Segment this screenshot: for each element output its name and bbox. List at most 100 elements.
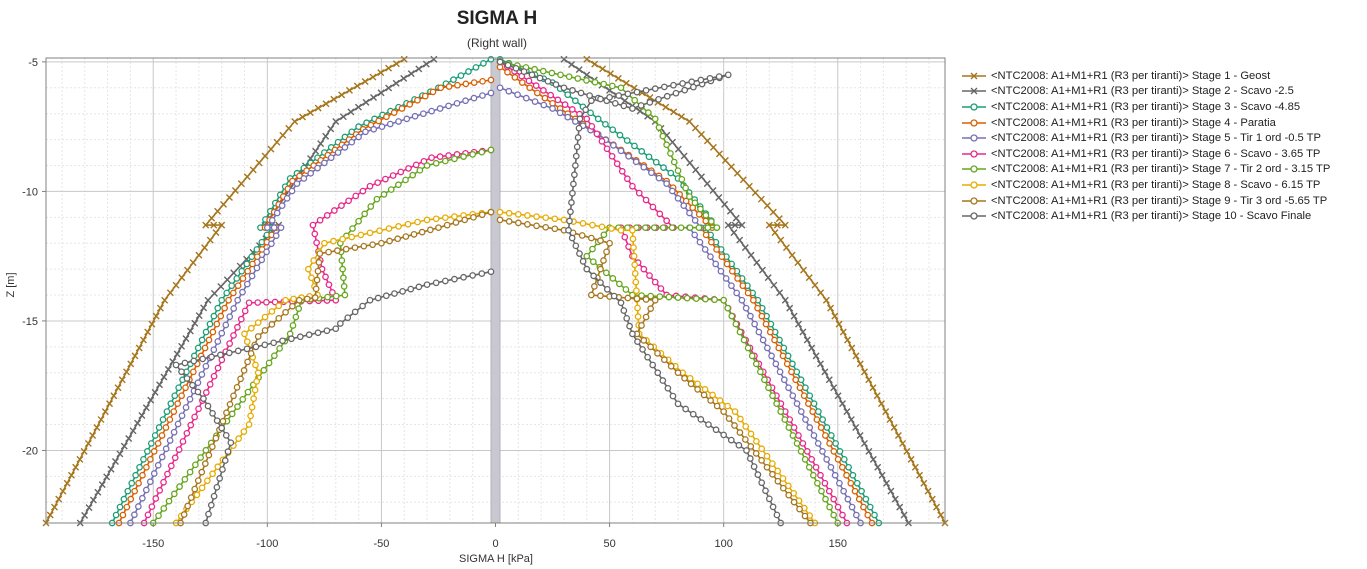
series-point xyxy=(253,264,261,272)
series-point xyxy=(776,289,784,297)
series-point xyxy=(226,400,234,408)
series-point xyxy=(249,260,256,268)
series-point xyxy=(647,292,655,300)
series-point xyxy=(542,223,550,231)
series-point xyxy=(600,80,608,88)
series-point xyxy=(127,495,135,503)
series-point xyxy=(172,281,180,289)
series-point xyxy=(156,304,164,312)
series-point xyxy=(524,220,531,228)
series-point xyxy=(724,71,732,79)
series-point xyxy=(94,488,102,496)
series-point xyxy=(682,405,689,413)
series-point xyxy=(646,94,654,102)
series-point xyxy=(76,455,84,463)
series-point xyxy=(568,234,576,242)
series-point xyxy=(852,511,860,519)
series-point xyxy=(830,384,838,392)
series-point xyxy=(307,169,315,177)
series-point xyxy=(576,115,584,123)
series-point xyxy=(610,142,617,149)
series-point xyxy=(253,246,261,253)
series-point xyxy=(144,448,151,455)
series-point xyxy=(312,147,320,155)
series-point xyxy=(423,216,431,224)
series-point xyxy=(663,180,670,187)
series-point xyxy=(637,102,645,109)
series-point xyxy=(689,410,697,418)
series-point xyxy=(340,283,348,290)
series-point xyxy=(674,369,682,377)
series-point xyxy=(694,380,701,388)
series-point xyxy=(622,79,630,87)
series-point xyxy=(255,159,263,167)
series-point xyxy=(785,491,793,499)
legend-label: <NTC2008: A1+M1+R1 (R3 per tiranti)> Sta… xyxy=(991,100,1301,113)
series-point xyxy=(539,67,547,75)
series-point xyxy=(590,272,597,280)
series-point xyxy=(234,323,241,331)
series-point xyxy=(651,115,659,123)
series-point xyxy=(659,224,667,232)
series-point xyxy=(395,118,402,125)
series-point xyxy=(205,336,213,344)
series-point xyxy=(331,207,338,214)
series-point xyxy=(201,460,209,468)
series-point xyxy=(642,87,650,94)
series-point xyxy=(708,218,715,225)
series-point xyxy=(330,95,338,103)
series-point xyxy=(345,197,352,205)
series-point xyxy=(731,422,738,429)
series-point xyxy=(178,368,185,376)
series-point xyxy=(380,191,388,198)
series-point xyxy=(285,124,293,132)
series-point xyxy=(237,180,245,188)
series-point xyxy=(568,106,576,113)
series-point xyxy=(156,487,164,494)
series-point xyxy=(309,221,317,229)
series-point xyxy=(847,479,855,487)
series-point xyxy=(261,327,269,334)
series-point xyxy=(866,503,874,511)
series-point xyxy=(225,349,233,357)
series-point xyxy=(713,402,721,410)
series-point xyxy=(243,280,251,288)
series-point xyxy=(572,162,579,169)
series-point xyxy=(496,84,504,92)
series-point xyxy=(525,77,533,85)
series-point xyxy=(665,293,673,301)
legend-item: <NTC2008: A1+M1+R1 (R3 per tiranti)> Sta… xyxy=(960,115,1360,131)
series-point xyxy=(680,202,688,210)
series-point xyxy=(315,259,323,266)
series-point xyxy=(632,278,640,286)
series-point xyxy=(733,169,741,177)
series-point xyxy=(241,330,248,338)
series-point xyxy=(290,295,297,303)
series-point xyxy=(800,392,808,400)
series-point xyxy=(112,511,120,519)
legend-label: <NTC2008: A1+M1+R1 (R3 per tiranti)> Sta… xyxy=(991,116,1276,129)
series-point xyxy=(347,108,355,116)
series-point xyxy=(214,364,222,372)
legend-swatch xyxy=(962,118,986,127)
series-point xyxy=(316,216,324,224)
series-point xyxy=(181,359,189,367)
series-point xyxy=(533,222,540,230)
series-point xyxy=(744,344,752,352)
series-point xyxy=(575,66,583,74)
series-point xyxy=(336,320,344,327)
series-point xyxy=(445,83,453,90)
series-point xyxy=(374,179,382,187)
series-point xyxy=(362,128,369,136)
series-point xyxy=(933,503,941,511)
series-point xyxy=(208,353,215,361)
series-point xyxy=(793,440,801,447)
series-point xyxy=(206,381,214,388)
series-point xyxy=(407,70,415,78)
series-point xyxy=(214,207,222,215)
series-point xyxy=(239,396,247,403)
series-point xyxy=(748,352,756,360)
series-point xyxy=(226,340,233,347)
series-point xyxy=(445,152,452,159)
series-point xyxy=(648,169,655,177)
